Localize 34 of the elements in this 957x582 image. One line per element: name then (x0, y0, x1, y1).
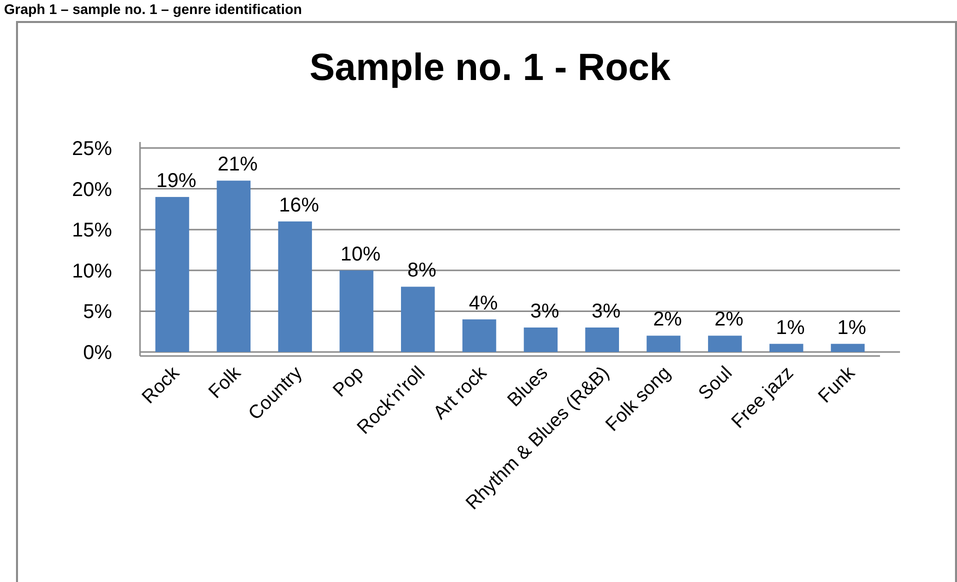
data-label: 19% (156, 170, 196, 192)
y-tick-label: 20% (72, 178, 112, 201)
y-tick-label: 10% (72, 260, 112, 282)
bar (216, 180, 251, 352)
data-label: 10% (340, 243, 381, 266)
y-tick-label: 15% (72, 220, 112, 242)
data-label: 3% (592, 300, 621, 323)
y-tick-label: 5% (83, 301, 112, 324)
x-tick-label: Art rock (430, 362, 492, 424)
bar (769, 344, 804, 352)
bar (155, 196, 190, 352)
data-label: 4% (468, 292, 498, 314)
y-tick-label: 0% (83, 342, 112, 364)
data-label: 1% (776, 316, 806, 339)
bar (585, 328, 620, 352)
bar (462, 319, 496, 352)
data-label: 21% (218, 154, 258, 176)
bar (524, 328, 558, 352)
y-tick-label: 25% (72, 138, 112, 160)
data-label: 2% (714, 308, 744, 331)
bar (278, 221, 312, 352)
bar (340, 270, 374, 352)
bar (646, 336, 680, 352)
data-label: 2% (653, 308, 682, 331)
x-tick-label: Folk (204, 362, 246, 403)
bar (708, 336, 742, 352)
data-label: 16% (279, 194, 320, 216)
caption: Graph 1 – sample no. 1 – genre identification (4, 1, 302, 17)
data-label: 3% (530, 300, 560, 323)
bar (400, 286, 435, 352)
data-label: 8% (407, 260, 437, 282)
bar (830, 344, 865, 352)
chart-title: Sample no. 1 - Rock (309, 47, 672, 89)
data-label: 1% (837, 316, 866, 339)
